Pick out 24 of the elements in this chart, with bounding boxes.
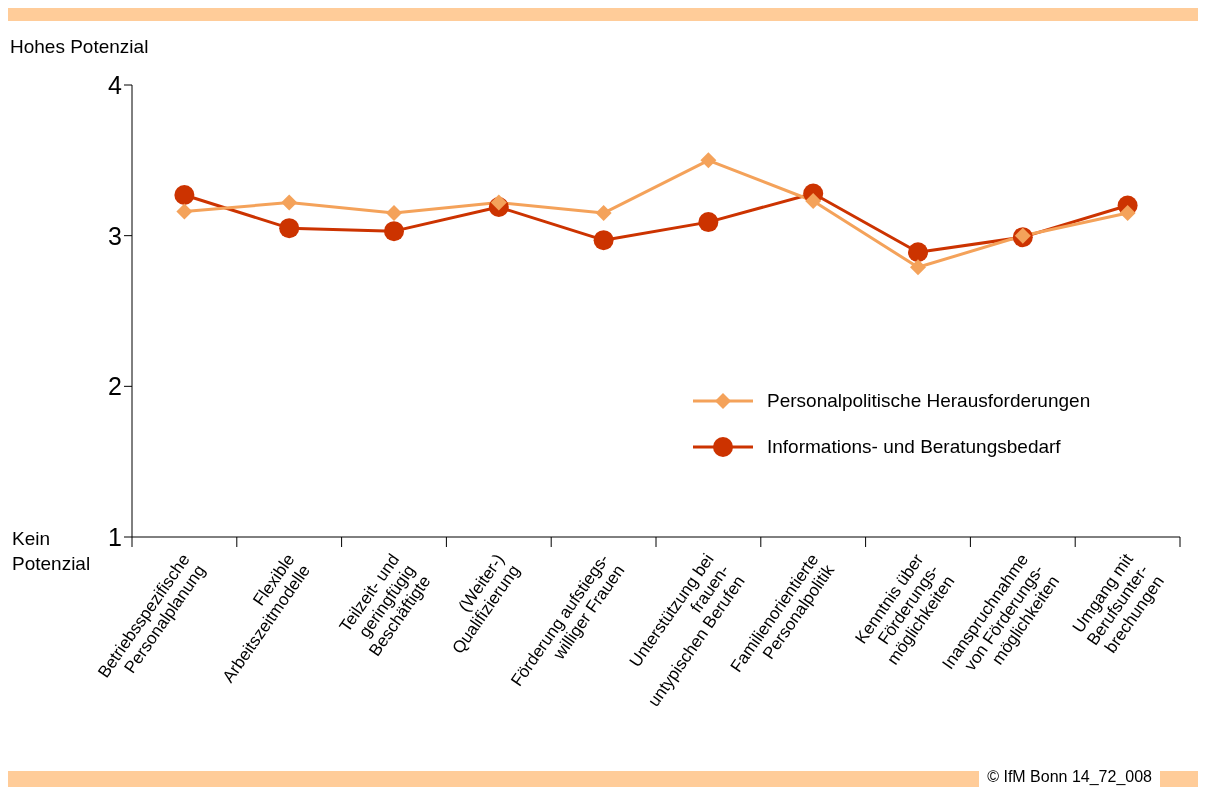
point (593, 230, 614, 251)
text: © IfM Bonn 14_72_008 (979, 766, 1160, 787)
point (805, 193, 822, 210)
point (281, 194, 298, 211)
point (490, 194, 507, 211)
text: Hohes Potenzial (10, 36, 149, 58)
point (174, 184, 195, 205)
y-tick-label: 2 (108, 372, 122, 401)
point (700, 152, 717, 169)
point (176, 203, 193, 220)
point (910, 259, 926, 276)
y-tick-label: 3 (108, 221, 122, 250)
point (1119, 205, 1136, 222)
point (908, 242, 928, 263)
y-tick-label: 4 (108, 70, 123, 99)
point (279, 218, 300, 239)
point (698, 212, 719, 233)
legend-label: Personalpolitische Herausforderungen (767, 390, 1091, 412)
point (384, 221, 404, 242)
y-tick-label: 1 (108, 522, 122, 551)
point (595, 205, 612, 222)
point (386, 205, 402, 222)
legend-label: Informations- und Beratungsbedarf (767, 436, 1061, 458)
text: Kein Potenzial (12, 527, 91, 576)
